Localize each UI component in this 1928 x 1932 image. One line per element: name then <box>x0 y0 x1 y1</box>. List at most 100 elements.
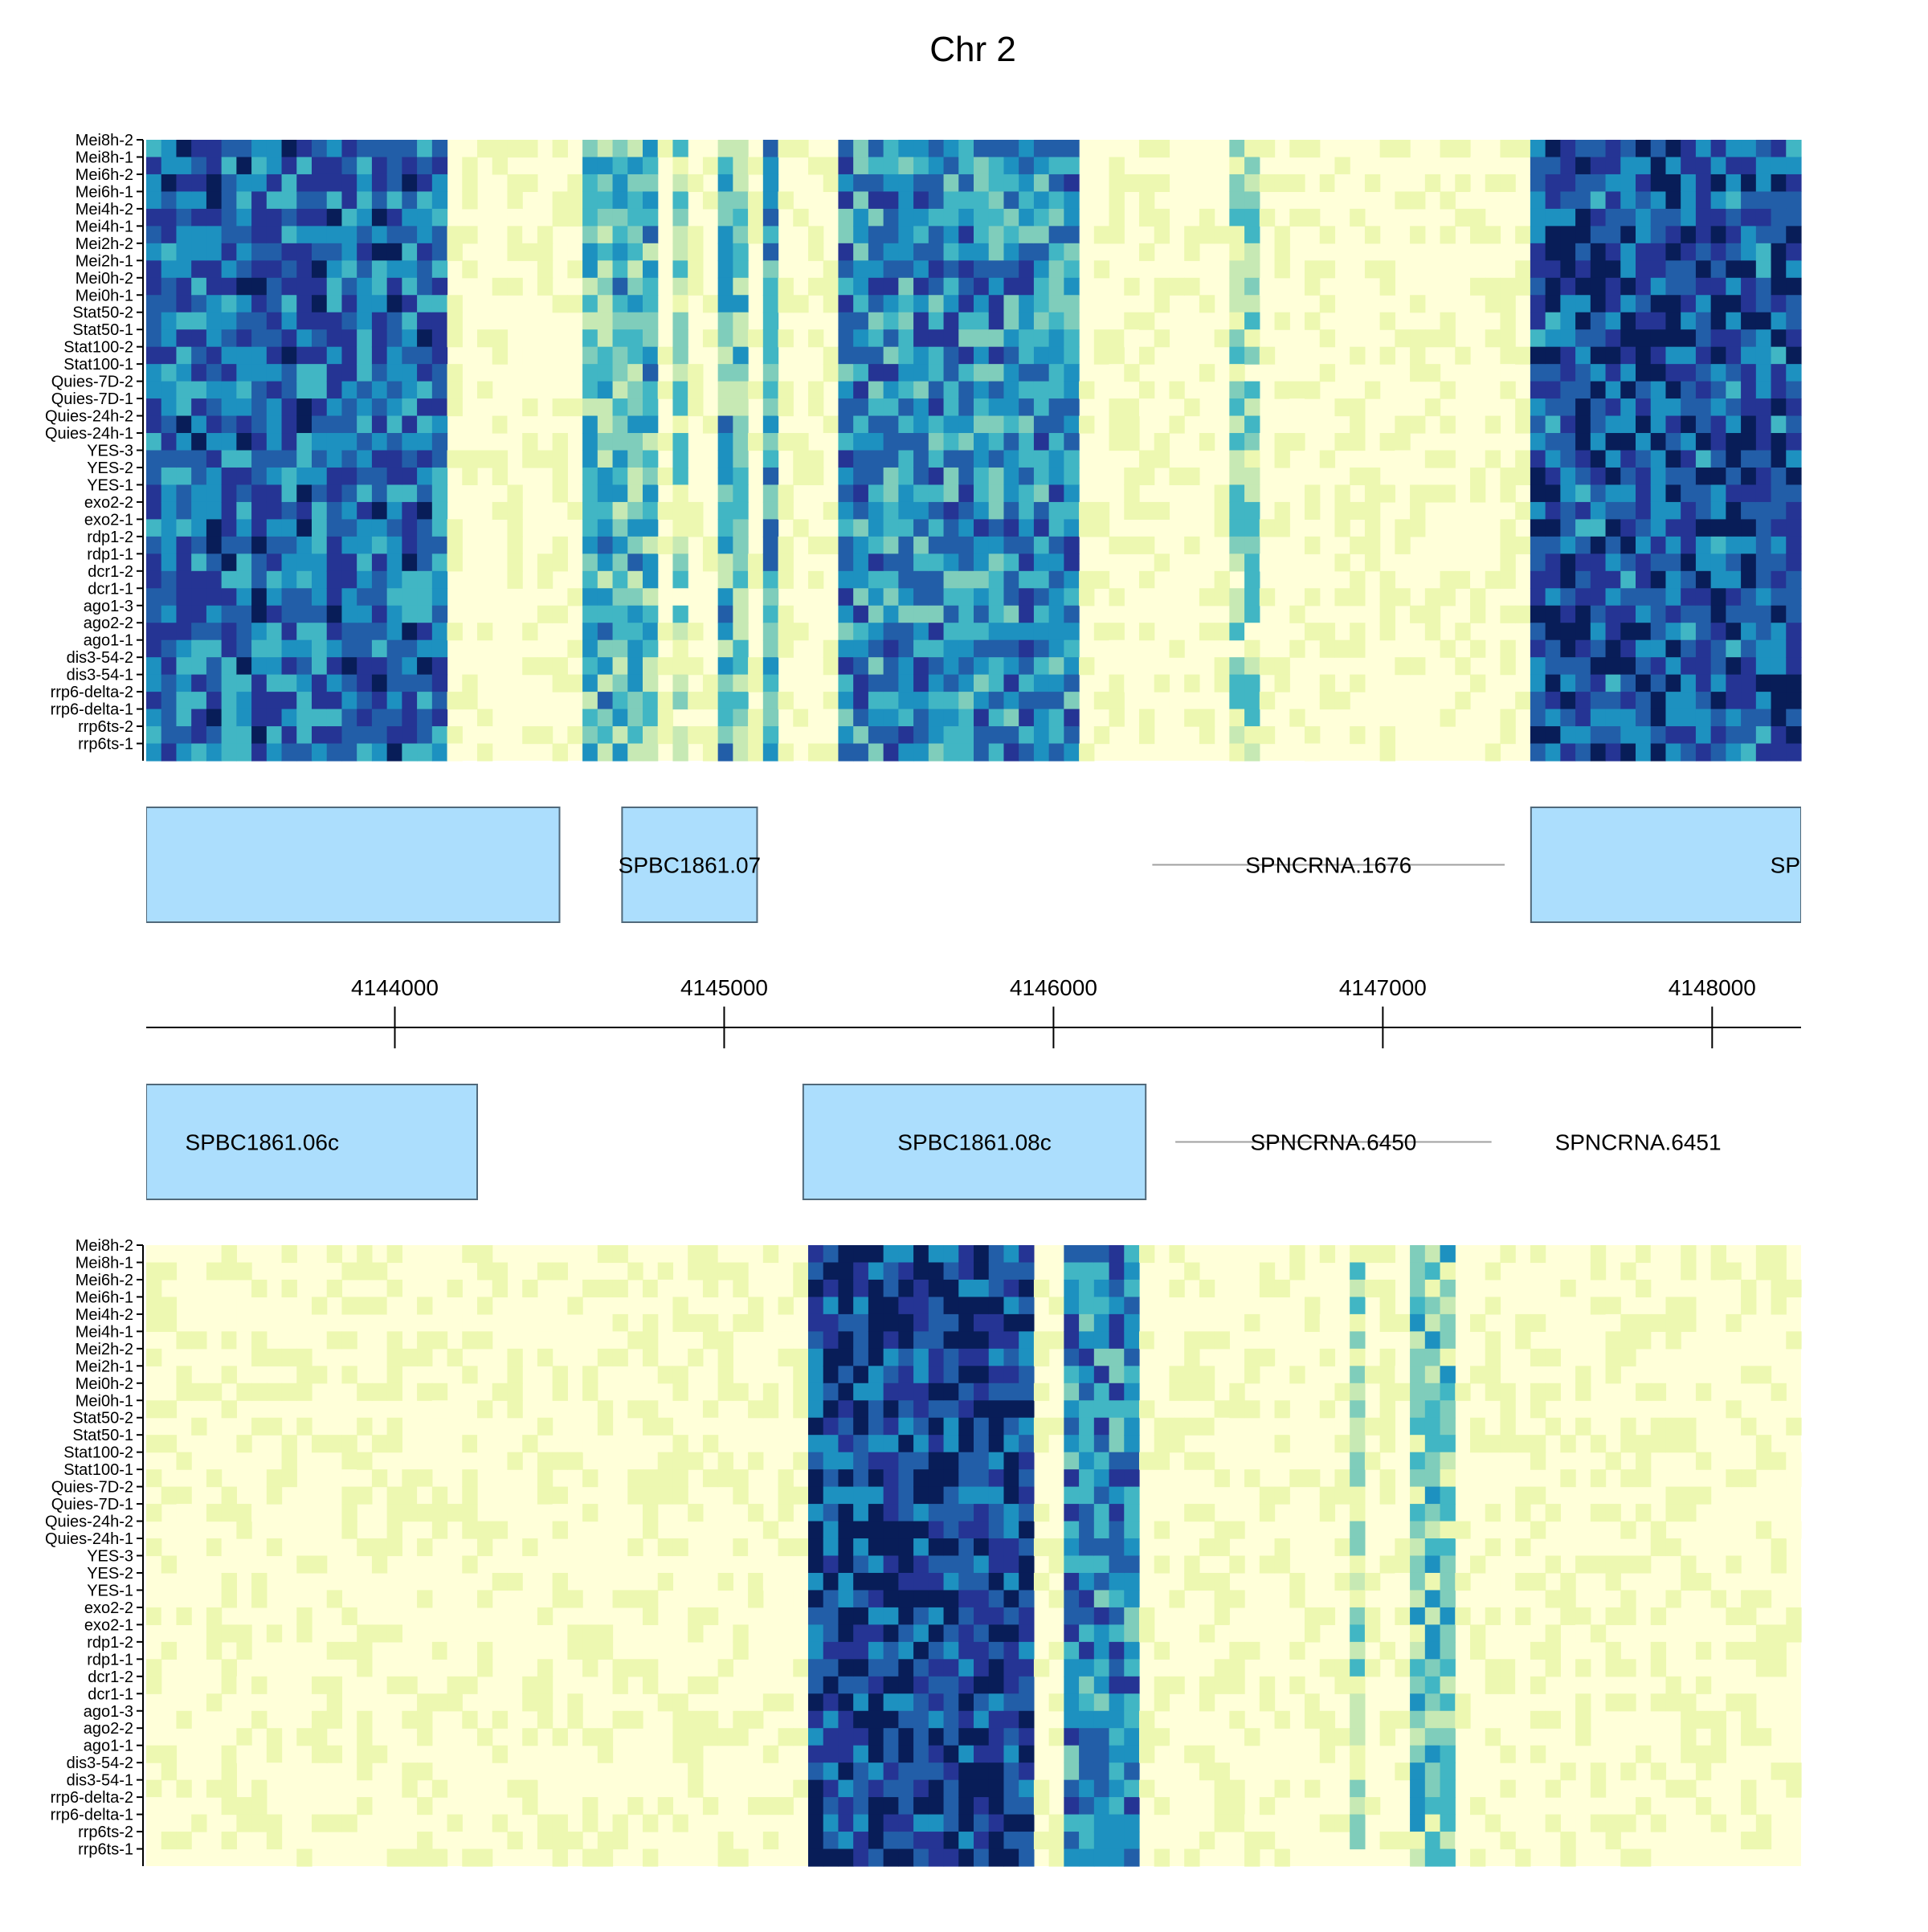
top-heatmap-cell <box>161 243 178 261</box>
bottom-heatmap-cell <box>1259 1486 1276 1505</box>
top-heatmap-cell <box>1605 157 1621 175</box>
top-heatmap-cell <box>1726 709 1742 727</box>
bottom-heatmap-cell <box>883 1728 899 1746</box>
top-heatmap-cell <box>1545 726 1561 745</box>
bottom-heatmap-cell <box>1741 1728 1757 1746</box>
top-heatmap-cell <box>447 243 463 261</box>
top-heatmap-cell <box>431 174 448 193</box>
bottom-heatmap-cell <box>357 1659 373 1677</box>
top-heatmap-cell <box>1530 570 1546 589</box>
bottom-heatmap-cell <box>1741 1366 1757 1384</box>
bottom-heatmap-cell <box>868 1400 884 1419</box>
top-heatmap-cell <box>748 726 764 745</box>
top-heatmap-cell <box>341 692 357 710</box>
top-heatmap-cell <box>1440 329 1456 348</box>
bottom-heatmap-cell <box>1424 1624 1441 1643</box>
bottom-heatmap-cell <box>838 1383 854 1401</box>
bottom-heatmap-cell <box>1605 1504 1621 1522</box>
bottom-heatmap-cell <box>492 1814 509 1832</box>
top-heatmap-cell <box>386 570 402 589</box>
top-heatmap-cell <box>974 743 990 762</box>
top-heatmap-cell <box>627 277 643 296</box>
bottom-heatmap-cell <box>1229 1590 1245 1608</box>
top-heatmap-cell <box>431 398 448 417</box>
top-heatmap-cell <box>371 570 388 589</box>
bottom-heatmap-cell <box>1093 1245 1110 1264</box>
top-heatmap-cell <box>1620 329 1636 348</box>
top-heatmap-cell <box>1560 157 1576 175</box>
bottom-heatmap-cell <box>1350 1486 1366 1505</box>
top-heatmap-cell <box>974 623 990 641</box>
top-heatmap-cell <box>552 450 568 468</box>
top-heatmap-cell <box>913 639 929 658</box>
bottom-heatmap-cell <box>1093 1641 1110 1660</box>
top-heatmap-cell <box>1741 295 1757 313</box>
top-heatmap-cell <box>507 243 523 261</box>
bottom-heatmap-cell <box>643 1400 659 1419</box>
top-heatmap-cell <box>1560 588 1576 607</box>
bottom-heatmap-cell <box>853 1245 869 1264</box>
top-heatmap-cell <box>988 381 1005 399</box>
top-heatmap-cell <box>838 226 854 244</box>
top-heatmap-cell <box>1455 208 1471 227</box>
top-heatmap-cell <box>357 226 373 244</box>
top-heatmap-cell <box>1244 140 1260 158</box>
top-heatmap-cell <box>717 519 733 537</box>
top-heatmap-cell <box>251 570 268 589</box>
top-heatmap-cell <box>988 191 1005 210</box>
bottom-heatmap-cell <box>627 1486 643 1505</box>
top-heatmap-cell <box>146 639 162 658</box>
top-heatmap-cell <box>1305 260 1321 279</box>
top-heatmap-cell <box>643 312 659 330</box>
top-heatmap-cell <box>1681 415 1697 434</box>
top-heatmap-cell <box>221 692 237 710</box>
top-heatmap-cell <box>1771 174 1787 193</box>
top-heatmap-cell <box>1003 191 1019 210</box>
top-heatmap-cell <box>236 484 252 503</box>
bottom-heatmap-cell <box>928 1555 945 1574</box>
bottom-heatmap-cell <box>1379 1245 1395 1264</box>
top-heatmap-cell <box>567 639 583 658</box>
top-heatmap-cell <box>1124 501 1140 520</box>
bottom-heatmap-cell <box>1019 1366 1035 1384</box>
top-heatmap-cell <box>431 605 448 623</box>
bottom-heatmap-cell <box>1424 1297 1441 1315</box>
top-heatmap-cell <box>717 157 733 175</box>
bottom-heatmap-cell <box>1771 1641 1787 1660</box>
top-heatmap-cell <box>146 398 162 417</box>
top-heatmap-cell <box>1786 277 1802 296</box>
bottom-heatmap-cell <box>1003 1538 1019 1557</box>
bottom-heatmap-cell <box>251 1797 268 1816</box>
bottom-heatmap-cell <box>357 1797 373 1816</box>
bottom-heatmap-cell <box>386 1538 402 1557</box>
top-heatmap-cell <box>1530 381 1546 399</box>
top-heatmap-cell <box>838 295 854 313</box>
top-heatmap-cell <box>1590 588 1607 607</box>
bottom-heatmap-cell <box>808 1538 824 1557</box>
bottom-heatmap-cell <box>988 1641 1005 1660</box>
top-heatmap-cell <box>988 692 1005 710</box>
bottom-heatmap-cell <box>1244 1313 1260 1332</box>
top-heatmap-cell <box>371 191 388 210</box>
bottom-heatmap-cell <box>958 1417 974 1436</box>
top-heatmap-cell <box>386 398 402 417</box>
top-heatmap-cell <box>913 726 929 745</box>
top-heatmap-cell <box>206 260 223 279</box>
bottom-heatmap-cell <box>1019 1590 1035 1608</box>
top-heatmap-cell <box>326 191 343 210</box>
bottom-heatmap-cell <box>1485 1676 1501 1694</box>
bottom-heatmap-cell <box>838 1400 854 1419</box>
bottom-heatmap-cell <box>733 1624 749 1643</box>
top-heatmap-cell <box>1590 364 1607 382</box>
top-heatmap-cell <box>974 553 990 572</box>
bottom-heatmap-cell <box>1093 1848 1110 1867</box>
bottom-heatmap-cell <box>943 1469 959 1488</box>
bottom-gene-box <box>146 1084 478 1200</box>
top-heatmap-cell <box>717 588 733 607</box>
bottom-heatmap-cell <box>853 1331 869 1350</box>
bottom-heatmap-cell <box>1590 1555 1607 1574</box>
top-heatmap-cell <box>1048 433 1064 451</box>
bottom-heatmap-cell <box>1545 1779 1561 1798</box>
top-heatmap-cell <box>296 657 312 676</box>
top-heatmap-cell <box>612 157 628 175</box>
